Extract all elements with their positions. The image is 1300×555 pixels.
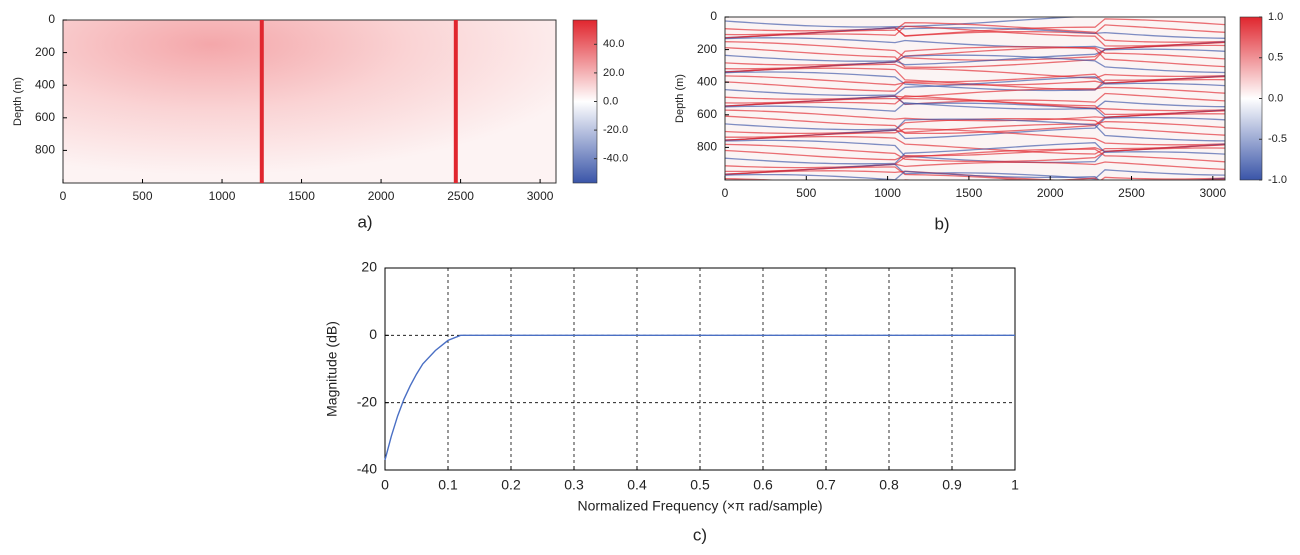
x-tick-label: 0 [722,186,729,200]
colorbar-tick-label: 1.0 [1268,11,1283,23]
seismic-reflector [725,18,1225,37]
y-tick-label: 600 [35,110,55,124]
seismic-reflector [725,166,1225,180]
seismic-reflector [725,142,1225,165]
colorbar [572,19,598,184]
x-tick-label: 3000 [1199,186,1226,200]
colorbar-tick-label: -20.0 [603,124,628,136]
x-tick-label: 2500 [1118,186,1145,200]
colorbar-tick-label: -40.0 [603,153,628,165]
seismic-reflector [725,48,1225,66]
seismic-reflector [725,95,1225,116]
line-series [384,334,1015,461]
y-tick-label: 20 [361,259,377,275]
x-tick-label: 0.7 [816,477,836,493]
x-tick-label: 2000 [1037,186,1064,200]
plot-frame [724,16,1226,181]
y-tick-label: -20 [357,393,377,409]
x-tick-label: 0 [381,477,389,493]
y-tick-label: -40 [357,461,377,477]
colorbar-tick-label: 0.0 [603,95,618,107]
colorbar-tick-label: 40.0 [603,38,624,50]
seismic-reflector [725,73,1225,92]
seismic-reflector [725,44,1225,68]
y-tick-label: 800 [35,143,55,157]
x-tick-label: 0.8 [879,477,899,493]
seismic-reflector [725,17,1225,28]
x-axis-label: Normalized Frequency (×π rad/sample) [577,498,822,514]
seismic-reflector [725,97,1225,112]
x-tick-label: 1000 [209,189,236,203]
y-tick-label: 200 [35,45,55,59]
seismic-reflector [725,113,1225,135]
y-axis-label: Depth (m) [674,74,686,123]
colorbar-tick-label: 0.5 [1268,52,1283,64]
x-tick-label: 0.2 [501,477,521,493]
x-tick-label: 3000 [527,189,554,203]
colorbar-tick-label: -1.0 [1268,174,1287,186]
caption: c) [693,525,707,544]
seismic-reflector [725,22,1225,43]
seismic-reflector [725,76,1225,97]
y-axis-label: Depth (m) [12,77,24,126]
y-tick-label: 600 [697,107,717,121]
x-tick-label: 0 [60,189,67,203]
seismic-reflector [725,116,1225,140]
colorbar-tick-label: -0.5 [1268,133,1287,145]
x-tick-label: 2500 [447,189,474,203]
y-tick-label: 400 [35,77,55,91]
colorbar [1239,16,1263,181]
seismic-reflector [725,86,1225,100]
y-tick-label: 0 [48,12,55,26]
y-tick-label: 800 [697,140,717,154]
y-tick-label: 400 [697,74,717,88]
y-tick-label: 0 [369,326,377,342]
heatmap-image [63,20,556,183]
seismic-reflector [725,128,1225,146]
seismic-reflector [725,46,1225,66]
x-tick-label: 1000 [874,186,901,200]
seismic-reflector [725,135,1225,155]
seismic-reflector [725,170,1225,180]
x-tick-label: 0.9 [942,477,962,493]
seismic-reflector [725,148,1225,169]
x-tick-label: 500 [796,186,816,200]
y-tick-label: 0 [710,9,717,23]
x-tick-label: 1 [1011,477,1019,493]
x-tick-label: 0.3 [564,477,584,493]
y-axis-label: Magnitude (dB) [324,321,340,417]
seismic-reflector [725,120,1225,135]
colorbar-tick-label: 0.0 [1268,92,1283,104]
seismic-reflector [725,63,1225,79]
x-tick-label: 1500 [956,186,983,200]
x-tick-label: 0.6 [753,477,773,493]
seismic-reflector [725,25,1225,47]
plot-frame [62,19,557,184]
seismic-texture [725,17,1225,180]
y-tick-label: 200 [697,42,717,56]
caption: b) [934,214,949,233]
colorbar-tick-label: 20.0 [603,67,624,79]
caption: a) [357,212,372,231]
x-tick-label: 0.5 [690,477,710,493]
x-tick-label: 500 [133,189,153,203]
x-tick-label: 2000 [368,189,395,203]
x-tick-label: 0.1 [438,477,458,493]
seismic-reflector [725,147,1225,161]
x-tick-label: 1500 [288,189,315,203]
x-tick-label: 0.4 [627,477,647,493]
